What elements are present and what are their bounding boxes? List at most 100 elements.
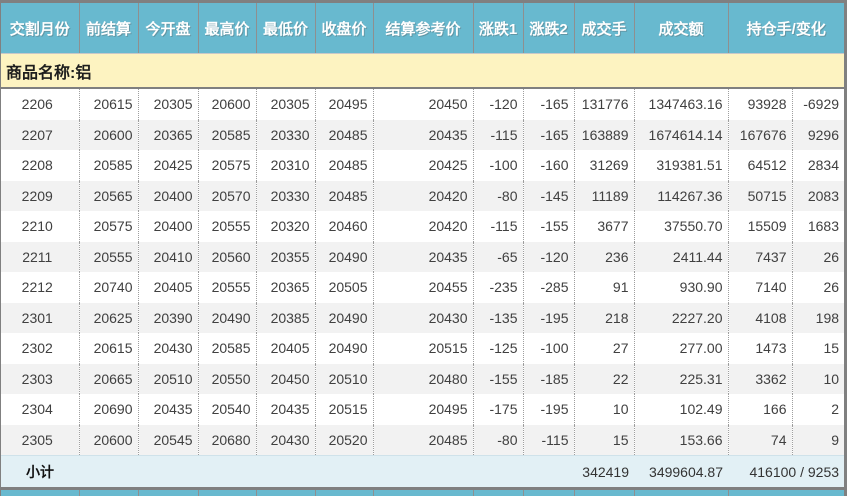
cell-delivery-month: 2301 bbox=[1, 302, 80, 333]
cell-change1: -115 bbox=[473, 211, 524, 242]
col-volume: 成交手 bbox=[574, 3, 635, 54]
cell-volume: 91 bbox=[574, 272, 635, 303]
cell-change1: -120 bbox=[473, 88, 524, 120]
cell-delivery-month: 2304 bbox=[1, 394, 80, 425]
cell-change1: -80 bbox=[473, 424, 524, 456]
cell-open: 20430 bbox=[138, 333, 199, 364]
cell-turnover: 1674614.14 bbox=[634, 119, 729, 150]
cell-high: 20560 bbox=[198, 241, 257, 272]
cell-oi-change: 26 bbox=[792, 272, 844, 303]
cell-low: 20435 bbox=[256, 394, 316, 425]
cell-close: 20485 bbox=[315, 180, 374, 211]
cell-prev-settle: 20555 bbox=[79, 241, 139, 272]
cell-low: 20385 bbox=[256, 302, 316, 333]
cell-change2: -160 bbox=[523, 150, 575, 181]
table-body: 商品名称:铝 2206 20615 20305 20600 20305 2049… bbox=[1, 53, 844, 496]
cell-close: 20505 bbox=[315, 272, 374, 303]
header-row: 交割月份 前结算 今开盘 最高价 最低价 收盘价 结算参考价 涨跌1 涨跌2 成… bbox=[1, 3, 844, 54]
cell-open-interest: 74 bbox=[728, 424, 793, 456]
cell-low: 20305 bbox=[256, 88, 316, 120]
col-close: 收盘价 bbox=[315, 3, 374, 54]
cell-high: 20570 bbox=[198, 180, 257, 211]
cell-delivery-month: 2210 bbox=[1, 211, 80, 242]
cell-close: 20490 bbox=[315, 241, 374, 272]
subtotal-turnover: 3499604.87 bbox=[634, 455, 728, 490]
cell-change2: -165 bbox=[523, 88, 575, 120]
cell-prev-settle: 20600 bbox=[79, 119, 139, 150]
cell-open: 20390 bbox=[138, 302, 199, 333]
col-high: 最高价 bbox=[198, 3, 257, 54]
table-row: 2212 20740 20405 20555 20365 20505 20455… bbox=[1, 272, 844, 303]
cell-settle-ref: 20420 bbox=[373, 180, 474, 211]
cell-change2: -165 bbox=[523, 119, 575, 150]
table-header: 交割月份 前结算 今开盘 最高价 最低价 收盘价 结算参考价 涨跌1 涨跌2 成… bbox=[1, 3, 844, 54]
cell-open: 20545 bbox=[138, 424, 199, 456]
cell-open-interest: 1473 bbox=[728, 333, 793, 364]
cell-prev-settle: 20585 bbox=[79, 150, 139, 181]
cell-open-interest: 50715 bbox=[728, 180, 793, 211]
cell-open-interest: 15509 bbox=[728, 211, 793, 242]
cell-volume: 10 bbox=[574, 394, 635, 425]
table-row: 2208 20585 20425 20575 20310 20485 20425… bbox=[1, 150, 844, 181]
cell-high: 20585 bbox=[198, 333, 257, 364]
cell-close: 20485 bbox=[315, 150, 374, 181]
table-row: 2209 20565 20400 20570 20330 20485 20420… bbox=[1, 180, 844, 211]
table-row: 2211 20555 20410 20560 20355 20490 20435… bbox=[1, 241, 844, 272]
cell-turnover: 2411.44 bbox=[634, 241, 729, 272]
cell-volume: 236 bbox=[574, 241, 635, 272]
col-change1: 涨跌1 bbox=[473, 3, 524, 54]
cell-prev-settle: 20615 bbox=[79, 333, 139, 364]
cell-delivery-month: 2211 bbox=[1, 241, 80, 272]
cell-open-interest: 93928 bbox=[728, 88, 793, 120]
cell-close: 20495 bbox=[315, 88, 374, 120]
table-row: 2303 20665 20510 20550 20450 20510 20480… bbox=[1, 363, 844, 394]
cell-delivery-month: 2303 bbox=[1, 363, 80, 394]
cell-oi-change: 26 bbox=[792, 241, 844, 272]
cell-settle-ref: 20435 bbox=[373, 119, 474, 150]
cell-volume: 15 bbox=[574, 424, 635, 456]
cell-low: 20310 bbox=[256, 150, 316, 181]
cell-delivery-month: 2305 bbox=[1, 424, 80, 456]
cell-oi-change: 2 bbox=[792, 394, 844, 425]
col-prev-settle: 前结算 bbox=[79, 3, 139, 54]
cell-prev-settle: 20600 bbox=[79, 424, 139, 456]
cell-delivery-month: 2206 bbox=[1, 88, 80, 120]
cell-change2: -100 bbox=[523, 333, 575, 364]
top-border-strip bbox=[1, 0, 844, 3]
cell-prev-settle: 20690 bbox=[79, 394, 139, 425]
cell-turnover: 1347463.16 bbox=[634, 88, 729, 120]
cell-turnover: 225.31 bbox=[634, 363, 729, 394]
cell-low: 20365 bbox=[256, 272, 316, 303]
cell-open: 20405 bbox=[138, 272, 199, 303]
cell-turnover: 102.49 bbox=[634, 394, 729, 425]
cell-open-interest: 64512 bbox=[728, 150, 793, 181]
cell-change1: -155 bbox=[473, 363, 524, 394]
cell-high: 20575 bbox=[198, 150, 257, 181]
cell-low: 20405 bbox=[256, 333, 316, 364]
cell-delivery-month: 2208 bbox=[1, 150, 80, 181]
cell-change1: -125 bbox=[473, 333, 524, 364]
table-row: 2206 20615 20305 20600 20305 20495 20450… bbox=[1, 88, 844, 120]
table-row: 2305 20600 20545 20680 20430 20520 20485… bbox=[1, 424, 844, 456]
table-row: 2301 20625 20390 20490 20385 20490 20430… bbox=[1, 302, 844, 333]
subtotal-volume: 342419 bbox=[574, 455, 634, 490]
cell-settle-ref: 20480 bbox=[373, 363, 474, 394]
cell-prev-settle: 20740 bbox=[79, 272, 139, 303]
cell-settle-ref: 20430 bbox=[373, 302, 474, 333]
subtotal-row: 小计 342419 3499604.87 416100 / 9253 bbox=[1, 455, 844, 490]
cell-low: 20330 bbox=[256, 180, 316, 211]
cell-low: 20330 bbox=[256, 119, 316, 150]
cell-settle-ref: 20450 bbox=[373, 88, 474, 120]
cell-change2: -195 bbox=[523, 394, 575, 425]
cell-high: 20490 bbox=[198, 302, 257, 333]
cell-open: 20410 bbox=[138, 241, 199, 272]
cell-high: 20585 bbox=[198, 119, 257, 150]
cell-change2: -155 bbox=[523, 211, 575, 242]
cell-change2: -185 bbox=[523, 363, 575, 394]
cell-settle-ref: 20515 bbox=[373, 333, 474, 364]
cell-oi-change: 2083 bbox=[792, 180, 844, 211]
cell-delivery-month: 2207 bbox=[1, 119, 80, 150]
cell-change1: -175 bbox=[473, 394, 524, 425]
cell-volume: 11189 bbox=[574, 180, 635, 211]
cell-prev-settle: 20615 bbox=[79, 88, 139, 120]
